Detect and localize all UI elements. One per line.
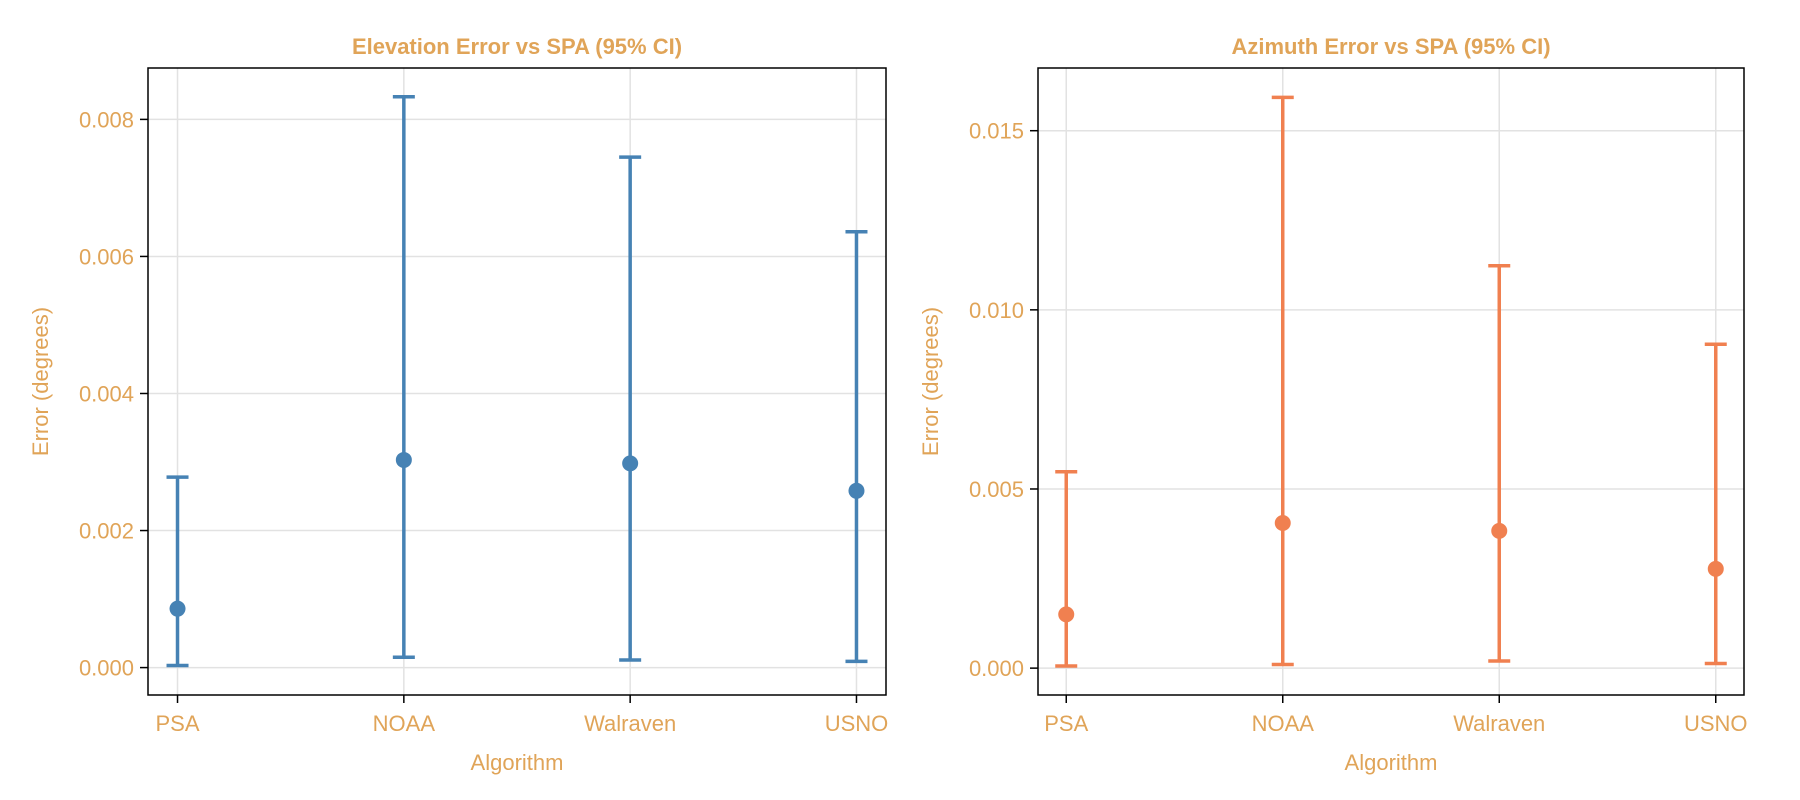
x-tick-label: NOAA — [373, 711, 436, 736]
y-tick-label: 0.006 — [79, 244, 134, 269]
plot-frame — [147, 67, 887, 696]
data-point — [1707, 560, 1724, 577]
data-point — [1058, 606, 1075, 623]
data-point — [395, 451, 412, 468]
x-tick-label: NOAA — [1252, 711, 1315, 736]
y-tick-label: 0.004 — [79, 381, 134, 406]
y-tick-label: 0.002 — [79, 519, 134, 544]
x-tick-label: PSA — [156, 711, 200, 736]
y-tick-label: 0.015 — [969, 119, 1024, 144]
data-point — [1274, 515, 1291, 532]
plot-area — [148, 68, 886, 695]
data-point — [1491, 522, 1508, 539]
plot-frame — [1037, 67, 1745, 696]
x-tick-label: Walraven — [1453, 711, 1545, 736]
x-tick-label: PSA — [1044, 711, 1088, 736]
data-point — [169, 600, 186, 617]
x-axis-label: Algorithm — [1345, 750, 1438, 775]
y-tick-label: 0.008 — [79, 107, 134, 132]
y-axis-label: Error (degrees) — [28, 307, 53, 456]
data-point — [848, 482, 865, 499]
y-tick-label: 0.000 — [969, 656, 1024, 681]
y-axis-label: Error (degrees) — [918, 307, 943, 456]
x-tick-label: USNO — [825, 711, 889, 736]
chart-title: Azimuth Error vs SPA (95% CI) — [1231, 34, 1550, 59]
azimuth-error-chart: 0.000 0.005 0.010 0.015 PSA NOAA Walraven USNO A… — [918, 34, 1748, 775]
elevation-error-chart: 0.000 0.002 0.004 0.006 0.008 PSA NOAA Walraven… — [28, 34, 888, 775]
x-tick-label: USNO — [1684, 711, 1748, 736]
data-point — [622, 455, 639, 472]
plot-area — [1038, 68, 1744, 695]
y-tick-label: 0.005 — [969, 477, 1024, 502]
x-axis-label: Algorithm — [471, 750, 564, 775]
y-tick-label: 0.000 — [79, 656, 134, 681]
y-tick-label: 0.010 — [969, 298, 1024, 323]
x-tick-label: Walraven — [584, 711, 676, 736]
chart-title: Elevation Error vs SPA (95% CI) — [352, 34, 682, 59]
